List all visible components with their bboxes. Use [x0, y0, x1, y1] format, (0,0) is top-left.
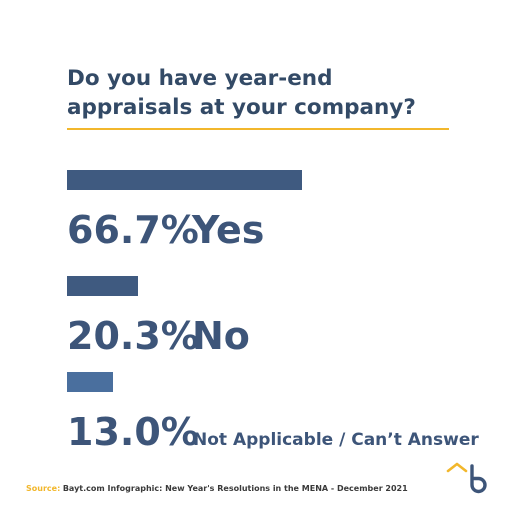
title-underline: [67, 128, 449, 130]
value-label-yes: 66.7%: [67, 208, 199, 252]
bayt-logo-icon: [446, 462, 487, 494]
category-label-not-applicable: Not Applicable / Can’t Answer: [193, 430, 479, 450]
value-label-no: 20.3%: [67, 314, 199, 358]
source-text: Bayt.com Infographic: New Year's Resolut…: [62, 484, 408, 493]
source-note: Source: Bayt.com Infographic: New Year's…: [26, 484, 408, 494]
category-label-yes: Yes: [192, 208, 265, 252]
category-label-no: No: [192, 314, 250, 358]
bar-not-applicable: [67, 372, 113, 392]
bar-yes: [67, 170, 302, 190]
source-label: Source:: [26, 484, 61, 493]
value-label-not-applicable: 13.0%: [67, 410, 199, 454]
chart-title: Do you have year-end appraisals at your …: [67, 66, 416, 120]
bar-no: [67, 276, 138, 296]
